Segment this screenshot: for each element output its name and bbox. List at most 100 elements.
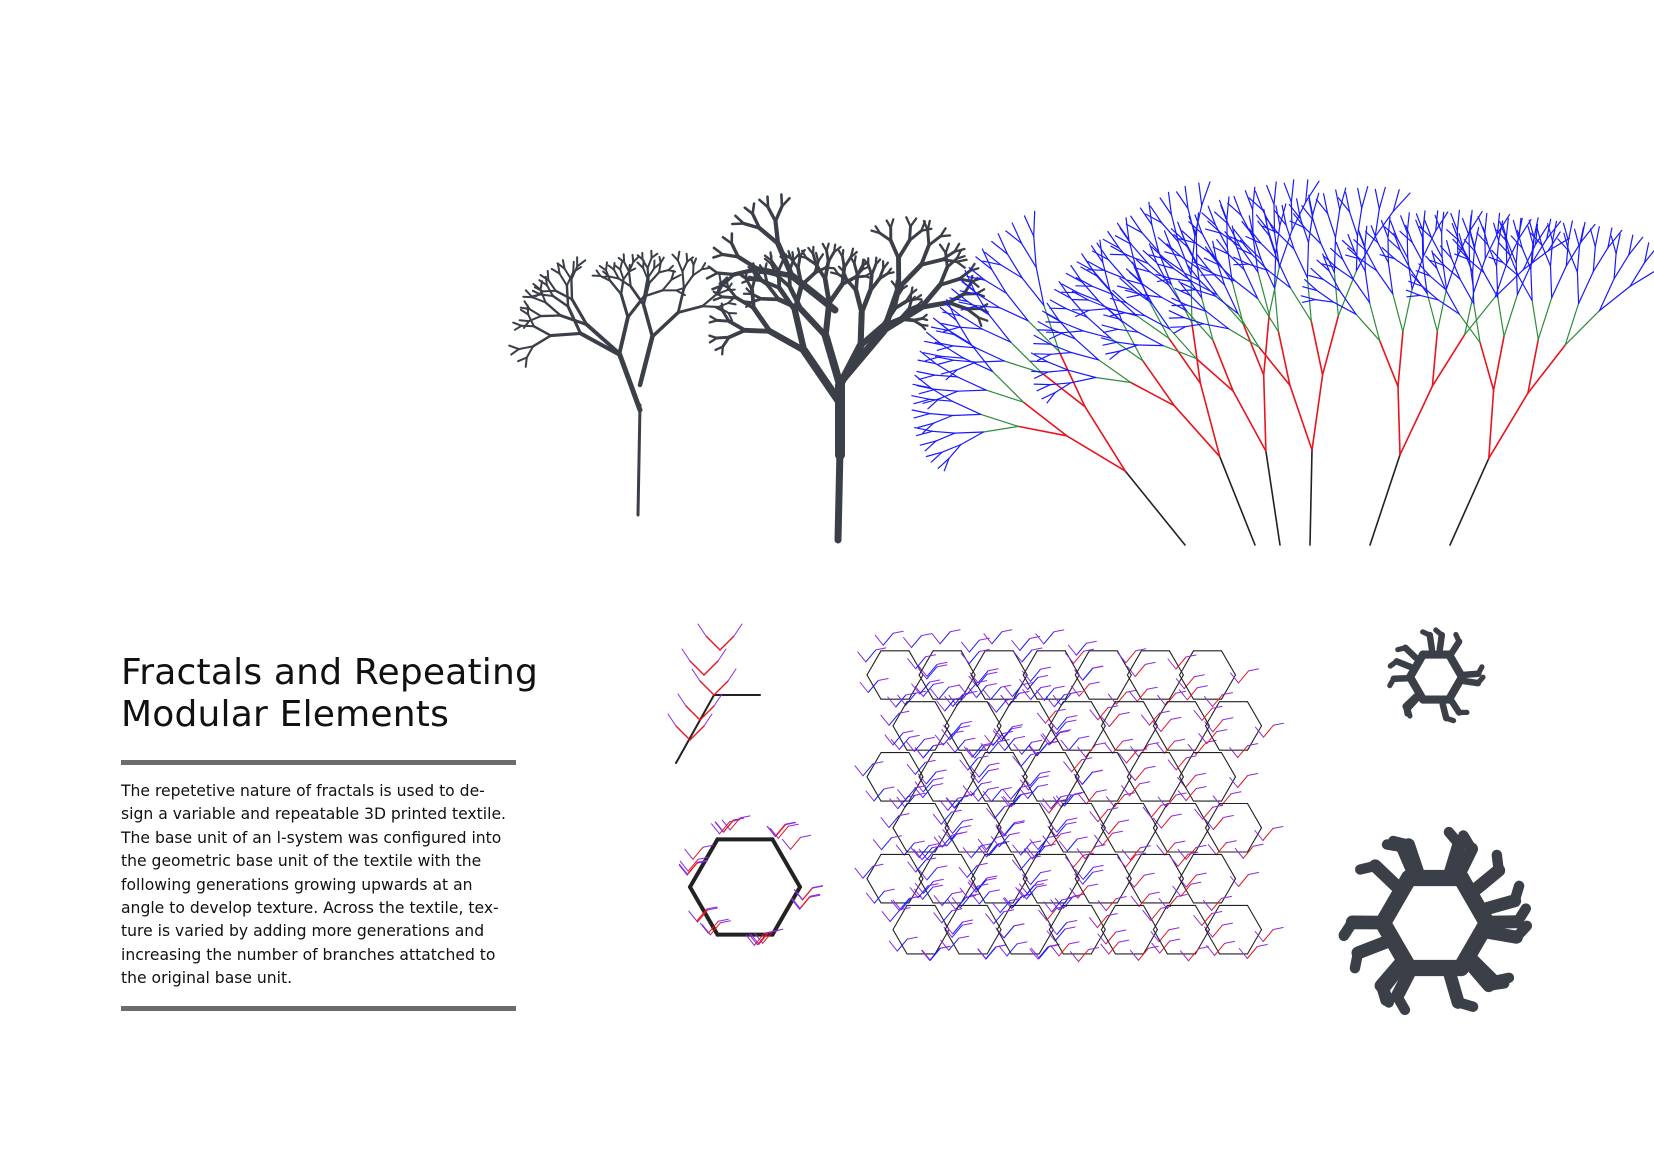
printed-branch — [617, 277, 632, 288]
l-system-segment — [1518, 218, 1532, 240]
branch-sprig — [767, 826, 777, 838]
l-system-segment — [1469, 210, 1483, 232]
l-system-segment — [1033, 343, 1051, 345]
branch-sprig — [1169, 855, 1179, 867]
branch-sprig — [1040, 734, 1050, 746]
textile-hex-edge — [892, 725, 908, 751]
l-system-segment — [1193, 261, 1210, 270]
branch-sprig — [687, 858, 699, 872]
branch-sprig — [957, 795, 969, 799]
textile-hex-edge — [866, 878, 882, 904]
branch-sprig — [1042, 733, 1052, 745]
branch-sprig — [1020, 754, 1032, 768]
l-system-segment — [913, 413, 931, 419]
l-system-segment — [1378, 186, 1386, 210]
branch-sprig — [701, 924, 711, 936]
l-system-segment — [1258, 346, 1291, 387]
branch-sprig — [1021, 649, 1033, 663]
textile-hex-edge — [1152, 802, 1168, 829]
branch-sprig — [903, 842, 915, 856]
branch-sprig — [1056, 922, 1068, 935]
branch-sprig — [854, 867, 864, 879]
textile-hex-edge — [1064, 853, 1080, 880]
printed-branch — [734, 295, 756, 310]
branch-sprig — [1202, 806, 1214, 820]
branch-sprig — [1105, 898, 1117, 912]
l-system-segment — [1049, 382, 1072, 386]
l-system-segment — [1497, 296, 1505, 337]
branch-sprig — [950, 809, 962, 813]
printed-branch — [676, 286, 686, 314]
branch-sprig — [905, 740, 915, 752]
branch-sprig — [1013, 743, 1023, 755]
branch-sprig — [1066, 838, 1078, 852]
l-system-segment — [938, 390, 959, 400]
textile-hex-edge — [1090, 929, 1106, 955]
branch-sprig — [911, 683, 921, 695]
branch-sprig — [896, 938, 908, 952]
l-system-segment — [1173, 233, 1188, 248]
branch-sprig — [1089, 709, 1099, 721]
l-system-segment — [1565, 241, 1582, 267]
branch-sprig — [872, 761, 884, 765]
printed-branch — [859, 288, 873, 315]
l-system-segment — [1201, 212, 1217, 226]
l-system-segment — [1102, 238, 1120, 249]
base-branch — [727, 668, 737, 682]
l-system-segment — [1484, 212, 1488, 235]
l-system-segment — [1242, 323, 1265, 376]
l-system-segment — [1289, 384, 1313, 451]
branch-sprig — [1167, 658, 1177, 670]
l-system-segment — [1226, 196, 1230, 220]
printed-branch — [792, 282, 804, 313]
branch-sprig — [907, 794, 919, 798]
branch-sprig — [996, 740, 1006, 751]
branch-sprig — [980, 845, 990, 856]
branch-sprig — [993, 911, 1005, 925]
branch-sprig — [1065, 856, 1074, 868]
l-system-segment — [1379, 254, 1395, 260]
l-system-segment — [1142, 360, 1176, 407]
l-system-segment — [1035, 266, 1045, 306]
printed-branch — [842, 255, 853, 269]
l-system-segment — [1418, 263, 1431, 277]
l-system-segment — [1458, 313, 1481, 344]
printed-branch — [773, 204, 784, 223]
l-system-segment — [1358, 233, 1367, 252]
branch-sprig — [986, 875, 998, 879]
printed-branch — [874, 225, 882, 235]
l-system-segment — [1392, 189, 1400, 213]
printed-branch — [770, 259, 780, 273]
l-system-segment — [935, 363, 959, 378]
branch-sprig — [1053, 685, 1065, 689]
textile-hex-edge — [892, 827, 908, 853]
l-system-segment — [1458, 233, 1465, 252]
branch-sprig — [954, 696, 966, 700]
branch-sprig — [1204, 819, 1214, 830]
branch-sprig — [1108, 941, 1120, 955]
branch-sprig — [1118, 712, 1130, 715]
l-system-segment — [946, 299, 957, 321]
branch-sprig — [906, 936, 918, 940]
branch-sprig — [914, 685, 924, 697]
l-system-trees-figure — [911, 179, 1654, 546]
printed-branch — [780, 196, 791, 208]
branch-sprig — [1262, 828, 1274, 841]
printed-branch — [849, 250, 858, 259]
branch-sprig — [1004, 738, 1016, 751]
textile-hex-edge — [1152, 701, 1168, 727]
branch-sprig — [1118, 819, 1130, 823]
l-system-segment — [1347, 233, 1356, 253]
printed-branch — [707, 265, 719, 275]
l-system-segment — [1515, 262, 1518, 296]
printed-branch — [544, 301, 562, 317]
branch-sprig — [1234, 847, 1244, 859]
branch-sprig — [968, 687, 977, 699]
branch-sprig — [991, 902, 1001, 914]
branch-sprig — [952, 820, 964, 834]
l-system-segment — [928, 398, 953, 402]
branch-sprig — [1077, 746, 1086, 758]
branch-sprig — [921, 847, 933, 861]
branch-sprig — [917, 885, 929, 899]
branch-sprig — [1195, 772, 1207, 776]
